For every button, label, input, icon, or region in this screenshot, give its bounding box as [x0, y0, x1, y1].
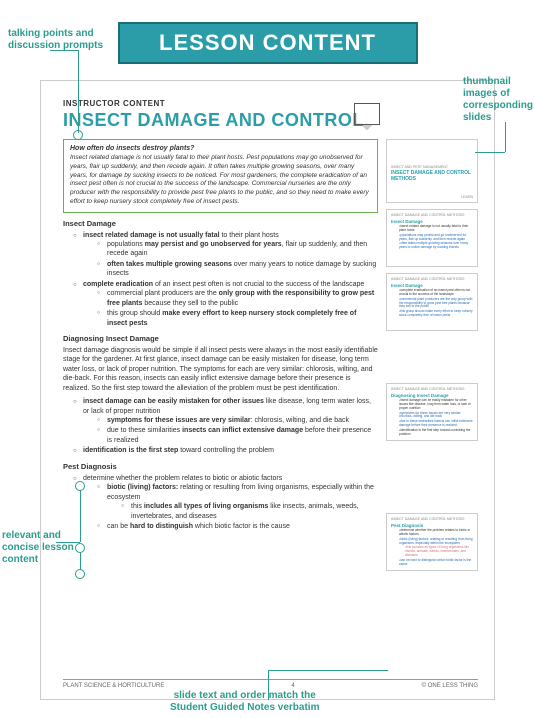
footer-right: © ONE LESS THING [422, 683, 478, 689]
slide-thumbnail: INSECT DAMAGE AND CONTROL METHODS Pest D… [386, 513, 478, 571]
thumb-bullet: determine whether the problem relates to… [395, 529, 473, 537]
footer-left: PLANT SCIENCE & HORTICULTURE [63, 683, 164, 689]
slide-thumbnail: INSECT DAMAGE AND CONTROL METHODS Insect… [386, 209, 478, 267]
slide-thumbnail: INSECT AND PEST MANAGEMENT INSECT DAMAGE… [386, 139, 478, 203]
thumb-bullet: can be hard to distinguish which biotic … [395, 559, 473, 567]
thumb-bullet: symptoms for these issues are very simil… [395, 412, 473, 420]
thumb-bullet: populations may persist and go unobserve… [395, 234, 473, 242]
header-bar: LESSON CONTENT [118, 22, 418, 64]
leader-line [78, 50, 79, 133]
bullet: complete eradication of an insect pest o… [73, 280, 378, 328]
bullet: often takes multiple growing seasons ove… [97, 260, 378, 279]
thumb-bullet: insect damage can be easily mistaken for… [395, 399, 473, 411]
annotation-mid-left: relevant and concise lesson content [2, 530, 74, 566]
thumb-learn: LEARN [461, 195, 473, 199]
thumb-bullet: this includes all types of living organi… [395, 546, 473, 558]
annotation-top-right: thumbnail images of corresponding slides [463, 76, 533, 124]
thumb-bullet: biotic (living) factors: relating or res… [395, 538, 473, 546]
slide-thumbnail: INSECT DAMAGE AND CONTROL METHODS Diagno… [386, 383, 478, 441]
thumb-sub: INSECT DAMAGE AND CONTROL METHODS [391, 213, 473, 217]
leader-line [80, 552, 81, 570]
thumb-sub: INSECT DAMAGE AND CONTROL METHODS [391, 517, 473, 521]
thumb-sub: INSECT DAMAGE AND CONTROL METHODS [391, 387, 473, 391]
bullet: symptoms for these issues are very simil… [97, 416, 378, 425]
document-page: INSTRUCTOR CONTENT INSECT DAMAGE AND CON… [40, 80, 495, 700]
thumb-sub: INSECT AND PEST MANAGEMENT [391, 165, 473, 169]
slide-thumbnail: INSECT DAMAGE AND CONTROL METHODS Insect… [386, 273, 478, 331]
thumb-bullet: due to these similarities insects can in… [395, 420, 473, 428]
section-heading: Insect Damage [63, 219, 378, 228]
question-box: How often do insects destroy plants? Ins… [63, 139, 378, 213]
main-content-column: How often do insects destroy plants? Ins… [63, 139, 378, 571]
bullet: can be hard to distinguish which biotic … [97, 522, 378, 531]
section-heading: Diagnosing Insect Damage [63, 334, 378, 343]
bullet: commercial plant producers are the only … [97, 289, 378, 308]
annotation-bottom: slide text and order match the Student G… [170, 690, 319, 714]
footer-page: 4 [291, 683, 294, 689]
leader-line [505, 122, 506, 152]
bullet: biotic (living) factors: relating or res… [97, 483, 378, 521]
bullet: due to these similarities insects can in… [97, 426, 378, 445]
easel-icon [354, 103, 380, 125]
paragraph: Insect damage diagnosis would be simple … [63, 346, 378, 393]
leader-line [268, 670, 388, 671]
question-text: How often do insects destroy plants? [70, 145, 371, 152]
bullet: this group should make every effort to k… [97, 309, 378, 328]
page-title: INSECT DAMAGE AND CONTROL [63, 110, 478, 131]
leader-circle [75, 569, 85, 579]
thumb-bullet: complete eradication of an insect pest o… [395, 289, 473, 297]
instructor-label: INSTRUCTOR CONTENT [63, 99, 478, 108]
thumb-bullet: commercial plant producers are the only … [395, 298, 473, 310]
thumb-bullet: identification is the first step toward … [395, 429, 473, 437]
thumb-title: INSECT DAMAGE AND CONTROL METHODS [391, 170, 473, 182]
thumb-bullet: this group should make every effort to k… [395, 310, 473, 318]
leader-line [80, 490, 81, 542]
leader-line [475, 152, 505, 153]
leader-circle [73, 130, 83, 140]
bullet: insect damage can be easily mistaken for… [73, 397, 378, 445]
answer-text: Insect related damage is not usually fat… [70, 154, 371, 207]
bullet: identification is the first step toward … [73, 446, 378, 455]
section-heading: Pest Diagnosis [63, 462, 378, 471]
annotation-top-left: talking points and discussion prompts [8, 28, 103, 52]
bullet: populations may persist and go unobserve… [97, 240, 378, 259]
thumbnails-column: INSECT AND PEST MANAGEMENT INSECT DAMAGE… [386, 139, 478, 571]
thumb-bullet: often takes multiple growing seasons ove… [395, 242, 473, 250]
bullet: determine whether the problem relates to… [73, 474, 378, 532]
bullet: insect related damage is not usually fat… [73, 231, 378, 279]
thumb-sub: INSECT DAMAGE AND CONTROL METHODS [391, 277, 473, 281]
thumb-bullet: insect related damage is not usually fat… [395, 225, 473, 233]
page-footer: PLANT SCIENCE & HORTICULTURE 4 © ONE LES… [63, 679, 478, 689]
bullet: this includes all types of living organi… [121, 502, 378, 521]
